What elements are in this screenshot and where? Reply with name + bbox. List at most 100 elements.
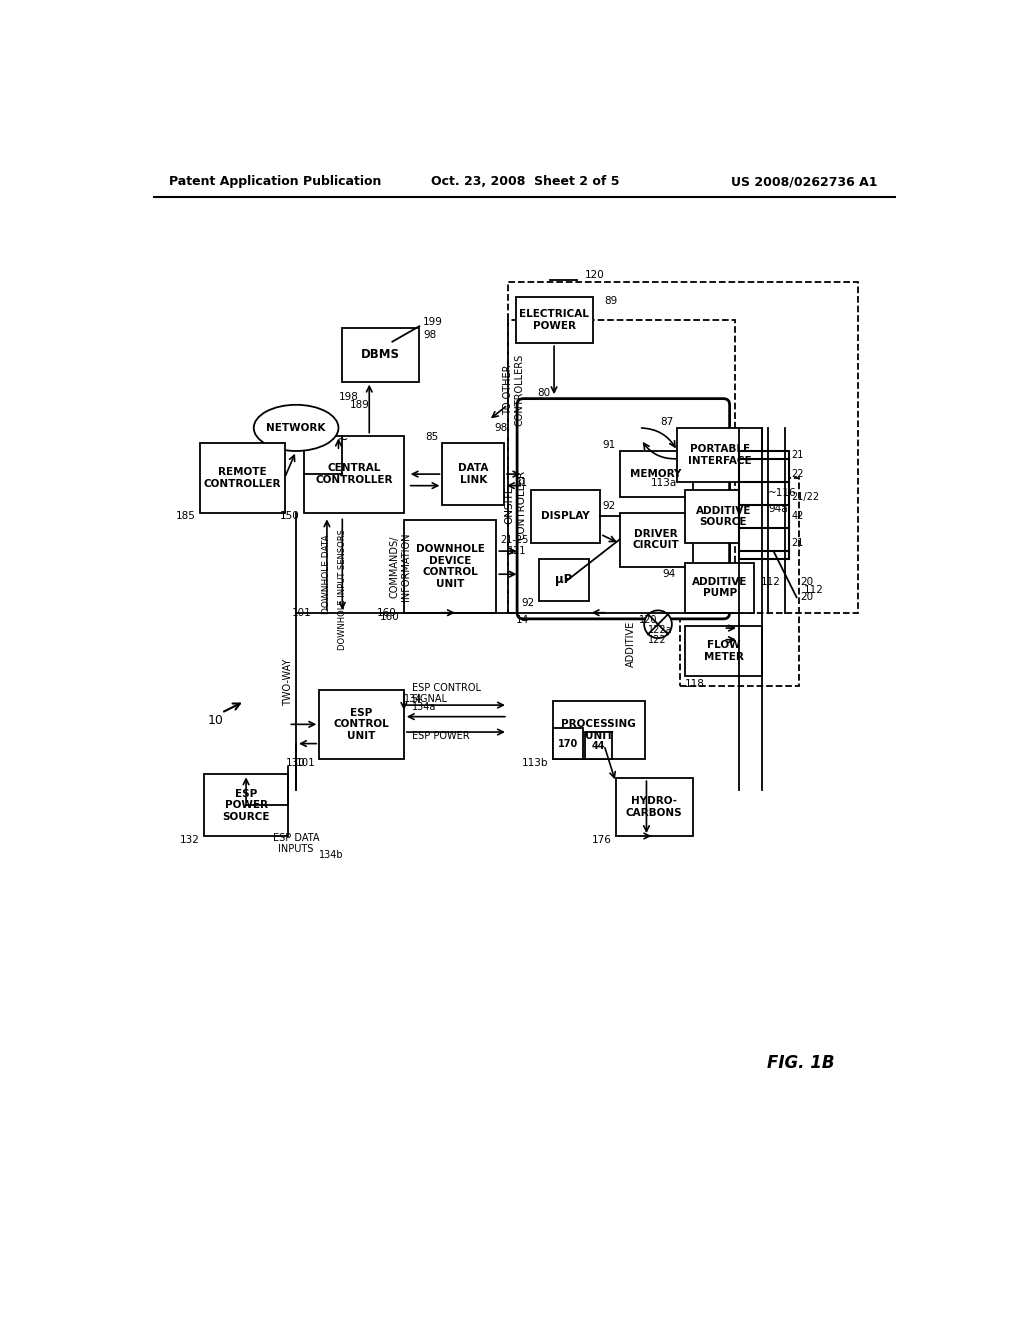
Bar [508,281,858,612]
Text: 170: 170 [558,739,578,748]
Text: 134: 134 [403,694,422,704]
Bar [615,779,692,836]
Text: 10: 10 [207,714,223,727]
Text: 85: 85 [425,432,438,442]
Text: 198: 198 [339,392,358,403]
Text: 91: 91 [602,440,615,450]
Bar [553,701,645,759]
Bar [685,490,762,544]
Text: 122: 122 [648,635,667,644]
Text: 81: 81 [514,478,527,488]
Text: Patent Application Publication: Patent Application Publication [169,176,381,187]
Text: 134a: 134a [412,702,436,711]
Text: DATA
LINK: DATA LINK [458,463,488,484]
Text: 120: 120 [639,615,657,626]
Text: 94a: 94a [768,504,787,513]
Text: 134b: 134b [319,850,344,861]
Text: 20: 20 [801,593,814,602]
Text: 92: 92 [521,598,535,609]
Bar [620,451,692,498]
Ellipse shape [254,405,339,451]
Text: 121: 121 [508,546,526,556]
Text: 98: 98 [495,422,508,433]
Bar [319,689,403,759]
Bar [539,558,589,601]
Text: 101: 101 [296,758,315,768]
Text: HYDRO-
CARBONS: HYDRO- CARBONS [626,796,682,818]
Text: 21/22: 21/22 [792,492,819,502]
Text: 42: 42 [792,511,804,521]
Text: 132: 132 [180,834,200,845]
Text: FIG. 1B: FIG. 1B [767,1055,835,1072]
Bar [620,512,692,566]
Bar [403,520,497,612]
Text: 130: 130 [287,758,306,768]
Text: 21: 21 [792,539,804,548]
Text: PORTABLE
INTERFACE: PORTABLE INTERFACE [688,444,752,466]
Text: PROCESSING
UNIT: PROCESSING UNIT [561,719,636,741]
Text: 21-25: 21-25 [500,535,528,545]
Bar [442,444,504,506]
Bar [508,321,735,612]
Text: 118: 118 [685,678,705,689]
Bar [680,478,799,686]
Text: ADDITIVE
SOURCE: ADDITIVE SOURCE [695,506,752,527]
Text: DOWNHOLE
DEVICE
CONTROL
UNIT: DOWNHOLE DEVICE CONTROL UNIT [416,544,484,589]
Text: 185: 185 [176,511,196,521]
Text: 92: 92 [602,502,615,511]
Text: US 2008/0262736 A1: US 2008/0262736 A1 [731,176,878,187]
Text: DISPLAY: DISPLAY [542,511,590,521]
Text: NETWORK: NETWORK [266,422,326,433]
Text: 113b: 113b [522,758,549,768]
Text: TWO-WAY: TWO-WAY [284,659,294,706]
Bar [685,562,755,612]
Text: Oct. 23, 2008  Sheet 2 of 5: Oct. 23, 2008 Sheet 2 of 5 [430,176,620,187]
Text: ESP
POWER
SOURCE: ESP POWER SOURCE [222,788,269,822]
Text: DOWNHOLE INPUT SENSORS: DOWNHOLE INPUT SENSORS [338,529,347,649]
Text: 176: 176 [592,834,611,845]
Text: DRIVER
CIRCUIT: DRIVER CIRCUIT [633,529,680,550]
Text: MEMORY: MEMORY [631,469,682,479]
Text: 20: 20 [801,577,814,587]
Text: 98: 98 [423,330,436,341]
Bar [739,451,788,558]
Text: 160: 160 [377,607,396,618]
Text: ESP POWER: ESP POWER [412,731,469,741]
Bar [685,626,762,676]
Text: 189: 189 [350,400,370,409]
Text: ESP CONTROL
SIGNAL: ESP CONTROL SIGNAL [412,682,480,705]
Text: 94: 94 [663,569,676,579]
Bar [304,436,403,512]
Bar [585,733,611,759]
Text: 22: 22 [792,469,804,479]
Text: ~: ~ [337,433,348,446]
Text: ESP DATA
INPUTS: ESP DATA INPUTS [272,833,319,854]
Text: 14: 14 [515,615,528,626]
Text: 150: 150 [281,511,300,521]
Text: 112: 112 [761,577,780,587]
Text: 101: 101 [292,607,312,618]
Text: ESP
CONTROL
UNIT: ESP CONTROL UNIT [334,708,389,741]
Text: 122a: 122a [648,624,673,635]
Text: 113a: 113a [651,478,677,488]
FancyBboxPatch shape [517,399,730,619]
Text: 87: 87 [660,417,674,426]
Text: 160: 160 [380,611,400,622]
Text: FLOW
METER: FLOW METER [703,640,743,661]
Text: CENTRAL
CONTROLLER: CENTRAL CONTROLLER [315,463,392,484]
Circle shape [644,610,672,638]
Text: COMMANDS/
INFORMATION: COMMANDS/ INFORMATION [389,532,411,601]
Text: 44: 44 [592,741,605,751]
Text: REMOTE
CONTROLLER: REMOTE CONTROLLER [204,467,281,488]
Text: μP: μP [555,573,572,586]
Text: TO OTHER
CONTROLLERS: TO OTHER CONTROLLERS [503,354,525,425]
Text: ~116: ~116 [768,488,797,499]
Bar [531,490,600,544]
Bar [204,775,289,836]
Text: 80: 80 [537,388,550,399]
Text: 112: 112 [804,585,824,594]
Text: ADDITIVE
PUMP: ADDITIVE PUMP [692,577,748,598]
Bar [515,297,593,343]
Text: 89: 89 [604,296,617,306]
Text: 120: 120 [585,271,604,280]
